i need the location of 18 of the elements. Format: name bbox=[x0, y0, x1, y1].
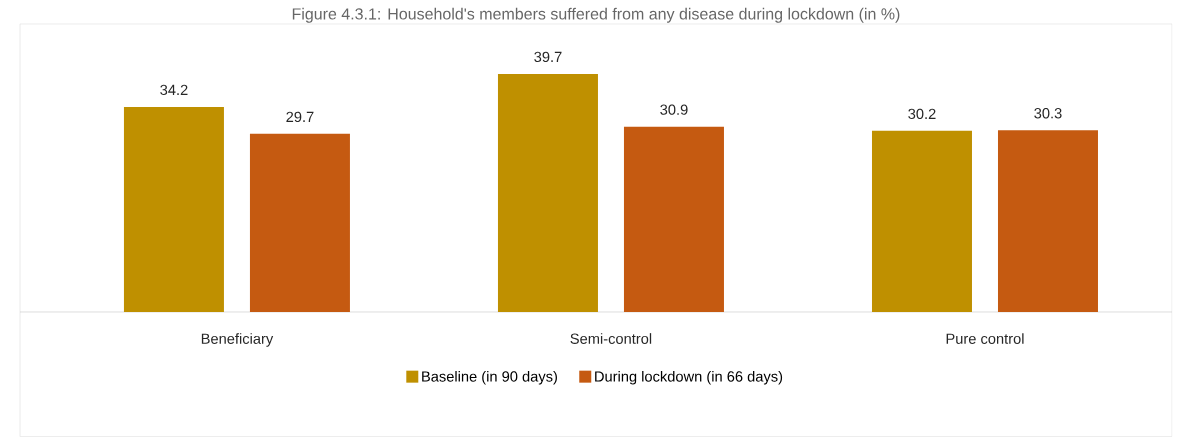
bar bbox=[871, 130, 972, 312]
bar bbox=[123, 106, 224, 312]
data-label: 29.7 bbox=[286, 111, 314, 122]
legend-label: Baseline (in 90 days) bbox=[422, 370, 557, 385]
x-tick-label: Pure control bbox=[946, 332, 1024, 344]
data-label: 34.2 bbox=[160, 84, 188, 95]
data-label: 30.2 bbox=[908, 108, 936, 119]
data-label: 30.3 bbox=[1034, 107, 1062, 119]
bar bbox=[623, 126, 724, 312]
data-label: 39.7 bbox=[534, 51, 562, 62]
bar bbox=[497, 73, 598, 312]
data-label: 30.9 bbox=[660, 104, 688, 115]
x-tick-label: Semi-control bbox=[570, 332, 652, 344]
chart-title: Figure 4.3.1: Household's members suffered from any disease during lockdown (in %) bbox=[292, 7, 900, 23]
bar bbox=[249, 133, 350, 312]
x-tick-label: Beneficiary bbox=[201, 332, 274, 347]
bar bbox=[997, 130, 1098, 312]
legend-label: During lockdown (in 66 days) bbox=[595, 370, 783, 385]
